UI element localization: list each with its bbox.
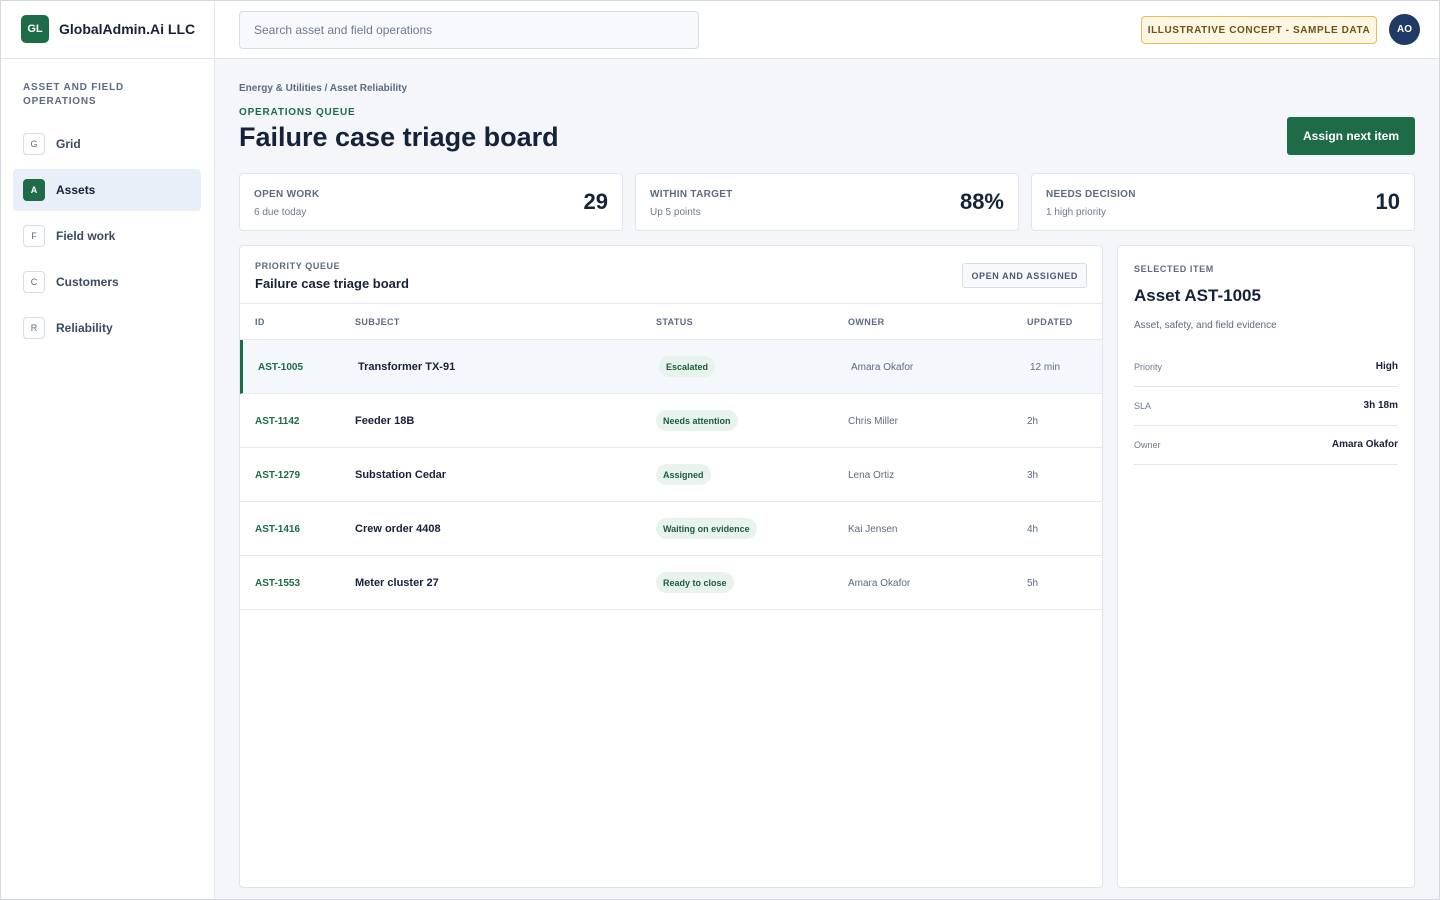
sidebar-item-assets[interactable]: A Assets [13,169,201,211]
queue-title: Failure case triage board [255,276,409,291]
column-header-owner[interactable]: OWNER [848,317,885,327]
assets-icon: A [23,179,45,201]
sidebar-item-label: Assets [56,183,96,197]
avatar[interactable]: AO [1389,14,1420,45]
column-header-subject[interactable]: SUBJECT [355,317,400,327]
sidebar-item-label: Customers [56,275,119,289]
row-id[interactable]: AST-1553 [255,578,301,589]
kpi-card-needs-decision: NEEDS DECISION 1 high priority 10 [1031,173,1415,231]
sidebar-item-customers[interactable]: C Customers [13,261,201,303]
queue-eyebrow: PRIORITY QUEUE [255,261,341,271]
row-updated: 3h [1027,470,1039,481]
priority-queue-panel: PRIORITY QUEUE Failure case triage board… [239,245,1103,888]
detail-description: Asset, safety, and field evidence [1134,320,1277,331]
brand[interactable]: GL GlobalAdmin.Ai LLC [0,0,214,59]
grid-icon: G [23,133,45,155]
property-value: Amara Okafor [1331,439,1398,450]
row-subject: Meter cluster 27 [355,577,439,589]
row-owner: Amara Okafor [848,578,911,589]
status-badge: Escalated [659,356,716,377]
brand-logo: GL [21,15,49,43]
detail-properties: Priority High SLA 3h 18m Owner Amara Oka… [1134,348,1398,465]
kpi-label: NEEDS DECISION [1046,189,1136,200]
column-header-id[interactable]: ID [255,317,265,327]
topbar: ILLUSTRATIVE CONCEPT - SAMPLE DATA AO [215,0,1440,59]
row-updated: 2h [1027,416,1039,427]
kpi-label: OPEN WORK [254,189,320,200]
search-input[interactable] [239,11,699,49]
kpi-subtext: 6 due today [254,207,307,218]
column-header-status[interactable]: STATUS [656,317,694,327]
row-owner: Chris Miller [848,416,898,427]
property-priority: Priority High [1134,348,1398,387]
row-updated: 5h [1027,578,1039,589]
row-subject: Feeder 18B [355,415,415,427]
kpi-value: 10 [1375,189,1400,214]
table-row[interactable]: AST-1005 Transformer TX-91 Escalated Ama… [240,340,1102,394]
page-title: Failure case triage board [239,122,559,152]
row-id[interactable]: AST-1279 [255,470,301,481]
row-subject: Substation Cedar [355,469,447,481]
property-key: SLA [1134,401,1152,411]
status-badge: Ready to close [656,572,734,593]
sidebar-nav: G Grid A Assets F Field work C Customers… [0,123,214,349]
row-updated: 12 min [1030,362,1061,373]
sidebar-item-reliability[interactable]: R Reliability [13,307,201,349]
sidebar-section-title: ASSET AND FIELD OPERATIONS [23,82,125,107]
row-id[interactable]: AST-1005 [258,362,304,373]
queue-header: PRIORITY QUEUE Failure case triage board… [240,246,1102,304]
property-key: Owner [1134,440,1161,450]
selected-item-panel: SELECTED ITEM Asset AST-1005 Asset, safe… [1117,245,1415,888]
row-id[interactable]: AST-1142 [255,416,300,427]
reliability-icon: R [23,317,45,339]
row-owner: Kai Jensen [848,524,898,535]
kpi-card-open-work: OPEN WORK 6 due today 29 [239,173,623,231]
status-badge: Assigned [656,464,711,485]
sidebar-item-label: Reliability [56,321,113,335]
property-sla: SLA 3h 18m [1134,387,1398,426]
customers-icon: C [23,271,45,293]
column-header-updated[interactable]: UPDATED [1027,317,1073,327]
sidebar-item-label: Field work [56,229,116,243]
kpi-row: OPEN WORK 6 due today 29 WITHIN TARGET U… [239,173,1415,231]
row-id[interactable]: AST-1416 [255,524,301,535]
row-subject: Transformer TX-91 [358,361,456,373]
status-badge: Needs attention [656,410,738,431]
sidebar-item-field-work[interactable]: F Field work [13,215,201,257]
table-row[interactable]: AST-1416 Crew order 4408 Waiting on evid… [240,502,1102,556]
row-subject: Crew order 4408 [355,523,441,535]
table-header: ID SUBJECT STATUS OWNER UPDATED [240,304,1102,340]
page-eyebrow: OPERATIONS QUEUE [239,107,356,118]
brand-name: GlobalAdmin.Ai LLC [59,21,196,37]
property-owner: Owner Amara Okafor [1134,426,1398,465]
kpi-label: WITHIN TARGET [650,189,733,200]
sidebar-item-label: Grid [56,137,81,151]
kpi-subtext: Up 5 points [650,207,701,218]
field-work-icon: F [23,225,45,247]
status-badge: Waiting on evidence [656,518,757,539]
table-row[interactable]: AST-1279 Substation Cedar Assigned Lena … [240,448,1102,502]
detail-title: Asset AST-1005 [1134,286,1261,305]
kpi-value: 88% [959,189,1004,214]
assign-next-item-button[interactable]: Assign next item [1287,117,1415,155]
breadcrumb[interactable]: Energy & Utilities / Asset Reliability [239,83,408,94]
property-value: 3h 18m [1363,400,1398,411]
kpi-value: 29 [583,189,608,214]
table-row[interactable]: AST-1142 Feeder 18B Needs attention Chri… [240,394,1102,448]
sidebar: GL GlobalAdmin.Ai LLC ASSET AND FIELD OP… [0,0,215,900]
sidebar-item-grid[interactable]: G Grid [13,123,201,165]
detail-eyebrow: SELECTED ITEM [1134,264,1214,274]
queue-filter-chip[interactable]: OPEN AND ASSIGNED [962,263,1087,288]
kpi-subtext: 1 high priority [1046,207,1107,218]
row-owner: Amara Okafor [851,362,914,373]
property-key: Priority [1134,362,1163,372]
kpi-card-within-target: WITHIN TARGET Up 5 points 88% [635,173,1019,231]
table-row[interactable]: AST-1553 Meter cluster 27 Ready to close… [240,556,1102,610]
concept-badge: ILLUSTRATIVE CONCEPT - SAMPLE DATA [1141,16,1377,44]
property-value: High [1375,361,1398,372]
row-owner: Lena Ortiz [848,470,895,481]
row-updated: 4h [1027,524,1039,535]
